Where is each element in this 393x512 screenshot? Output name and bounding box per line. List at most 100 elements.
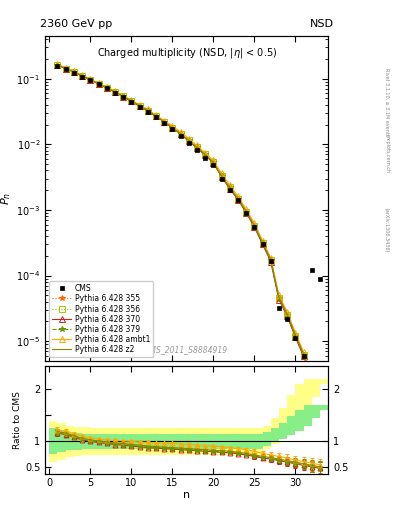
Pythia 6.428 ambt1 <box>309 372 314 378</box>
Pythia 6.428 356 <box>285 312 290 318</box>
Bar <box>107 428 115 455</box>
Pythia 6.428 356 <box>268 258 273 264</box>
Pythia 6.428 z2 <box>63 65 68 71</box>
Pythia 6.428 ambt1 <box>154 112 158 118</box>
Pythia 6.428 370 <box>55 62 60 69</box>
Pythia 6.428 ambt1 <box>178 129 183 135</box>
Pythia 6.428 370 <box>88 77 93 83</box>
Bar <box>140 434 148 449</box>
Pythia 6.428 379 <box>285 312 290 318</box>
Bar <box>140 428 148 455</box>
CMS <box>203 155 208 161</box>
Pythia 6.428 356 <box>235 196 240 202</box>
Pythia 6.428 379 <box>154 113 158 119</box>
Pythia 6.428 356 <box>219 173 224 179</box>
Text: Rivet 3.1.10, ≥ 3.1M events: Rivet 3.1.10, ≥ 3.1M events <box>385 68 389 137</box>
Pythia 6.428 379 <box>96 80 101 87</box>
Pythia 6.428 z2 <box>72 69 76 75</box>
Pythia 6.428 z2 <box>293 332 298 338</box>
Pythia 6.428 355 <box>137 102 142 109</box>
Line: Pythia 6.428 370: Pythia 6.428 370 <box>55 62 323 407</box>
CMS <box>228 187 232 193</box>
Bar <box>49 429 57 454</box>
Pythia 6.428 370 <box>112 89 117 95</box>
Pythia 6.428 355 <box>170 124 174 131</box>
Bar <box>180 434 189 449</box>
Pythia 6.428 379 <box>268 258 273 264</box>
CMS <box>145 109 150 115</box>
Pythia 6.428 z2 <box>55 62 60 68</box>
Pythia 6.428 370 <box>203 152 208 158</box>
Pythia 6.428 z2 <box>228 184 232 190</box>
Bar <box>279 408 287 436</box>
Pythia 6.428 355 <box>228 184 232 190</box>
Pythia 6.428 379 <box>301 352 306 358</box>
Pythia 6.428 379 <box>277 295 281 302</box>
Pythia 6.428 379 <box>195 144 199 151</box>
Pythia 6.428 ambt1 <box>228 182 232 188</box>
Bar <box>287 395 296 429</box>
Pythia 6.428 ambt1 <box>96 80 101 86</box>
Pythia 6.428 z2 <box>244 208 248 215</box>
Bar <box>320 405 328 410</box>
Pythia 6.428 355 <box>301 352 306 358</box>
Bar <box>296 410 303 431</box>
Pythia 6.428 356 <box>63 66 68 72</box>
Pythia 6.428 ambt1 <box>72 68 76 74</box>
Pythia 6.428 370 <box>96 81 101 87</box>
Bar <box>156 428 164 455</box>
Bar <box>254 428 263 455</box>
Y-axis label: Ratio to CMS: Ratio to CMS <box>13 391 22 449</box>
Pythia 6.428 z2 <box>154 113 158 119</box>
Bar <box>205 428 213 455</box>
Pythia 6.428 z2 <box>178 131 183 137</box>
Bar <box>123 428 131 455</box>
Pythia 6.428 356 <box>137 102 142 109</box>
Pythia 6.428 370 <box>318 401 322 407</box>
Pythia 6.428 z2 <box>318 397 322 403</box>
CMS <box>277 305 281 311</box>
Pythia 6.428 379 <box>162 119 167 125</box>
CMS <box>301 353 306 359</box>
Bar <box>148 428 156 455</box>
Pythia 6.428 355 <box>112 89 117 95</box>
Pythia 6.428 ambt1 <box>285 309 290 315</box>
Pythia 6.428 379 <box>129 98 134 104</box>
Bar <box>213 428 222 455</box>
Pythia 6.428 379 <box>72 69 76 75</box>
Pythia 6.428 370 <box>277 296 281 303</box>
Pythia 6.428 355 <box>96 80 101 87</box>
Pythia 6.428 ambt1 <box>80 72 84 78</box>
Pythia 6.428 370 <box>137 103 142 110</box>
Bar <box>82 428 90 455</box>
CMS <box>235 197 240 203</box>
Pythia 6.428 355 <box>105 84 109 91</box>
Pythia 6.428 356 <box>301 352 306 358</box>
Pythia 6.428 ambt1 <box>219 170 224 177</box>
Bar <box>222 428 230 455</box>
Pythia 6.428 z2 <box>105 84 109 91</box>
Line: Pythia 6.428 ambt1: Pythia 6.428 ambt1 <box>55 61 323 401</box>
Pythia 6.428 356 <box>88 77 93 83</box>
Pythia 6.428 355 <box>129 98 134 104</box>
Pythia 6.428 ambt1 <box>63 65 68 71</box>
Pythia 6.428 z2 <box>211 159 216 165</box>
Pythia 6.428 356 <box>309 374 314 380</box>
CMS <box>63 66 68 72</box>
Pythia 6.428 ambt1 <box>318 395 322 401</box>
Pythia 6.428 370 <box>80 73 84 79</box>
CMS <box>244 210 248 216</box>
CMS <box>154 114 158 120</box>
CMS <box>293 335 298 342</box>
CMS <box>105 86 109 92</box>
Pythia 6.428 355 <box>277 295 281 302</box>
Pythia 6.428 356 <box>105 84 109 91</box>
Bar <box>238 428 246 455</box>
Bar <box>296 385 303 421</box>
Pythia 6.428 356 <box>96 80 101 87</box>
Pythia 6.428 355 <box>178 131 183 137</box>
Pythia 6.428 379 <box>293 333 298 339</box>
Pythia 6.428 379 <box>121 93 125 99</box>
Bar <box>49 421 57 462</box>
Pythia 6.428 ambt1 <box>55 61 60 68</box>
